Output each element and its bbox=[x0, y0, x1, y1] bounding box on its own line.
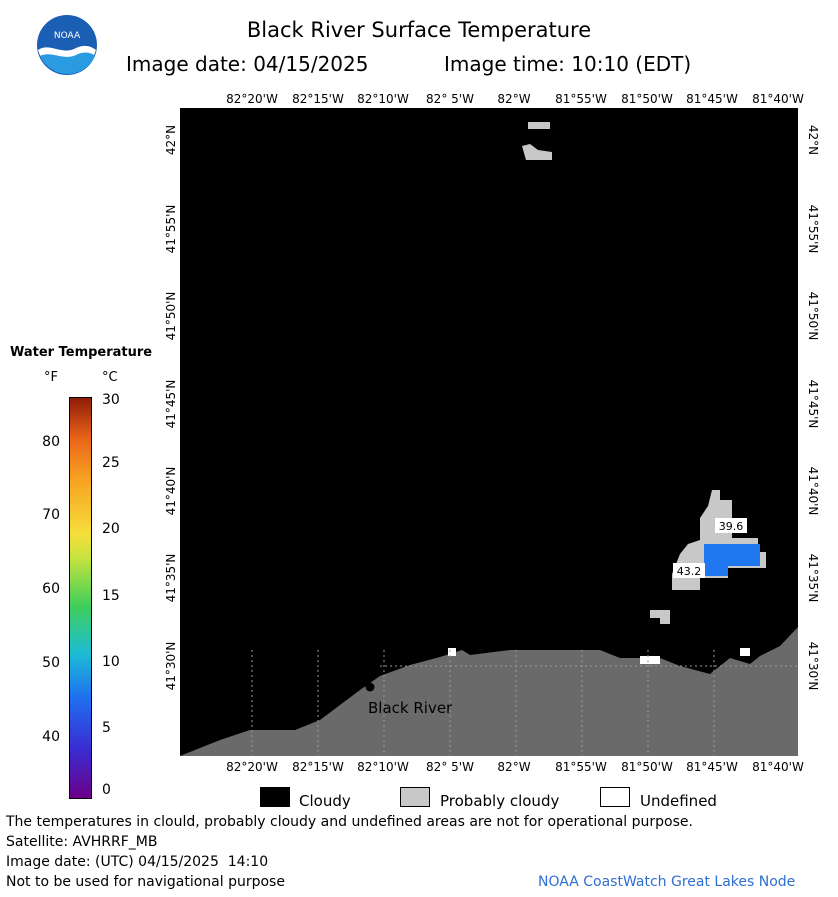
lat-label-left: 41°30'N bbox=[164, 641, 178, 691]
celsius-tick: 25 bbox=[102, 455, 120, 471]
unit-fahrenheit: °F bbox=[44, 370, 58, 385]
cloud-water-area bbox=[180, 108, 798, 756]
temp-label: 39.6 bbox=[719, 520, 744, 533]
noaa-logo: NOAA bbox=[37, 15, 97, 75]
legend-probably-cloudy-label: Probably cloudy bbox=[440, 792, 560, 810]
lon-label-top: 81°50'W bbox=[621, 92, 673, 106]
lat-label-left: 42°N bbox=[164, 124, 178, 156]
lon-label-bottom: 81°55'W bbox=[555, 760, 607, 774]
color-scale-bar bbox=[69, 397, 92, 799]
lon-label-bottom: 82°20'W bbox=[226, 760, 278, 774]
lat-label-left: 41°40'N bbox=[164, 466, 178, 516]
image-date: Image date: 04/15/2025 bbox=[126, 52, 369, 76]
temp-label: 43.2 bbox=[677, 565, 702, 578]
lon-label-top: 81°55'W bbox=[555, 92, 607, 106]
lat-label-left: 41°35'N bbox=[164, 553, 178, 603]
lon-label-top: 82°10'W bbox=[357, 92, 409, 106]
temp-label-box bbox=[673, 563, 705, 578]
lon-label-top: 82°20'W bbox=[226, 92, 278, 106]
fahrenheit-tick: 60 bbox=[42, 581, 60, 597]
image-time: Image time: 10:10 (EDT) bbox=[444, 52, 692, 76]
probably-cloudy-patch bbox=[528, 122, 550, 129]
temp-label-box bbox=[715, 518, 747, 533]
lon-label-bottom: 81°50'W bbox=[621, 760, 673, 774]
lat-label-right: 41°35'N bbox=[806, 553, 820, 603]
satellite-text: Satellite: AVHRRF_MB bbox=[6, 834, 158, 850]
source-credit-link[interactable]: NOAA CoastWatch Great Lakes Node bbox=[538, 874, 796, 890]
legend-probably-cloudy-swatch bbox=[400, 787, 430, 807]
disclaimer-text: The temperatures in clould, probably clo… bbox=[6, 814, 693, 830]
lon-label-top: 82°15'W bbox=[292, 92, 344, 106]
legend-cloudy-label: Cloudy bbox=[299, 792, 351, 810]
fahrenheit-tick: 80 bbox=[42, 434, 60, 450]
lat-label-right: 41°45'N bbox=[806, 379, 820, 429]
fahrenheit-tick: 70 bbox=[42, 507, 60, 523]
location-marker[interactable] bbox=[365, 682, 375, 692]
temperature-map[interactable]: 39.6 43.2 Black River bbox=[180, 108, 798, 756]
probably-cloudy-patch bbox=[522, 144, 552, 160]
lon-label-bottom: 82°10'W bbox=[357, 760, 409, 774]
lat-label-right: 41°55'N bbox=[806, 204, 820, 254]
celsius-tick: 0 bbox=[102, 782, 111, 798]
probably-cloudy-patch bbox=[650, 610, 670, 624]
lat-label-right: 41°30'N bbox=[806, 641, 820, 691]
legend-cloudy-swatch bbox=[260, 787, 290, 807]
lon-label-bottom: 82°15'W bbox=[292, 760, 344, 774]
lon-label-bottom: 82°W bbox=[497, 760, 531, 774]
fahrenheit-tick: 40 bbox=[42, 729, 60, 745]
lat-label-left: 41°45'N bbox=[164, 379, 178, 429]
lon-label-bottom: 81°40'W bbox=[752, 760, 804, 774]
legend-undefined-label: Undefined bbox=[640, 792, 717, 810]
legend-title: Water Temperature bbox=[10, 345, 153, 360]
undefined-patch bbox=[640, 656, 660, 664]
page-title: Black River Surface Temperature bbox=[246, 18, 592, 42]
lat-label-right: 41°50'N bbox=[806, 291, 820, 341]
navigation-warning: Not to be used for navigational purpose bbox=[6, 874, 285, 890]
celsius-tick: 5 bbox=[102, 720, 111, 736]
unit-celsius: °C bbox=[102, 370, 118, 385]
lon-label-bottom: 82° 5'W bbox=[426, 760, 474, 774]
place-label: Black River bbox=[368, 699, 453, 717]
legend-undefined-swatch bbox=[600, 787, 630, 807]
lon-label-bottom: 81°45'W bbox=[686, 760, 738, 774]
lon-label-top: 82°W bbox=[497, 92, 531, 106]
utc-date-text: Image date: (UTC) 04/15/2025 14:10 bbox=[6, 854, 269, 870]
celsius-tick: 30 bbox=[102, 392, 120, 408]
celsius-tick: 20 bbox=[102, 521, 120, 537]
warm-water-patch bbox=[704, 544, 760, 576]
undefined-patch bbox=[740, 648, 750, 656]
celsius-tick: 15 bbox=[102, 588, 120, 604]
undefined-patch bbox=[448, 648, 456, 656]
lon-label-top: 82° 5'W bbox=[426, 92, 474, 106]
fahrenheit-tick: 50 bbox=[42, 655, 60, 671]
lon-label-top: 81°40'W bbox=[752, 92, 804, 106]
logo-text: NOAA bbox=[54, 31, 81, 41]
celsius-tick: 10 bbox=[102, 654, 120, 670]
lat-label-right: 42°N bbox=[806, 124, 820, 156]
lat-label-left: 41°50'N bbox=[164, 291, 178, 341]
lon-label-top: 81°45'W bbox=[686, 92, 738, 106]
lat-label-left: 41°55'N bbox=[164, 204, 178, 254]
lat-label-right: 41°40'N bbox=[806, 466, 820, 516]
